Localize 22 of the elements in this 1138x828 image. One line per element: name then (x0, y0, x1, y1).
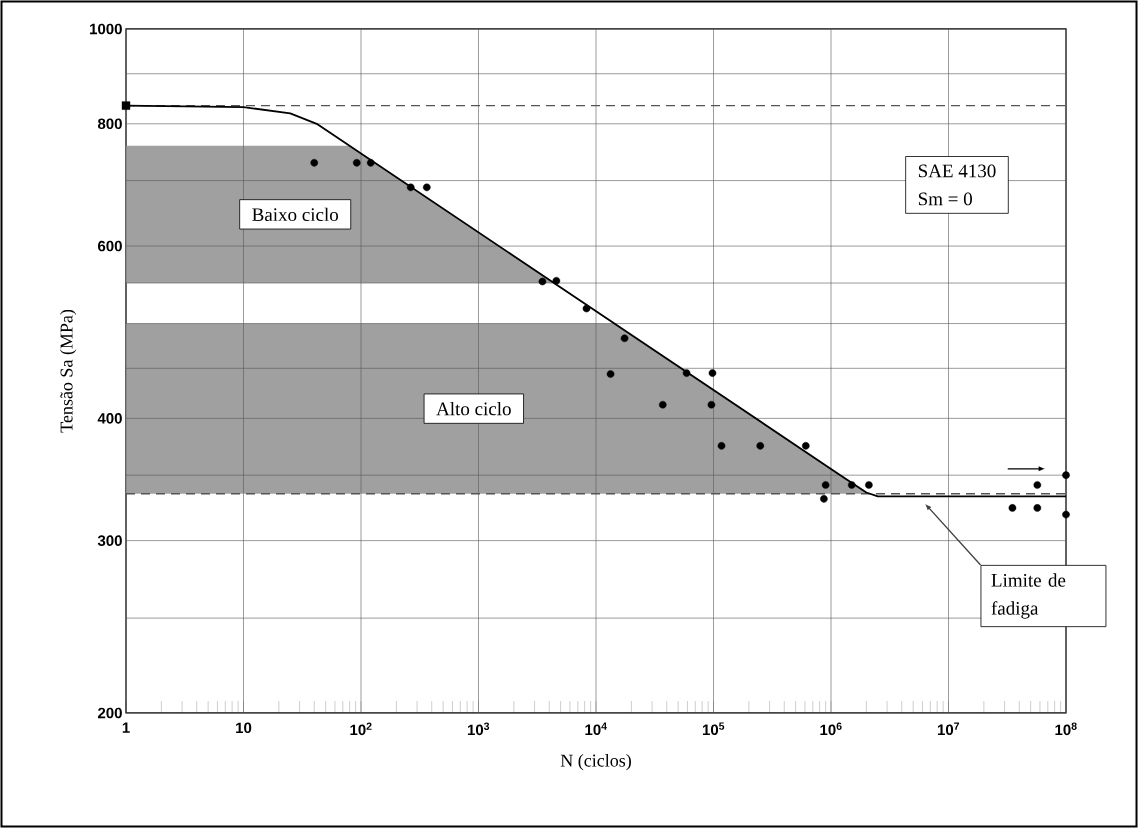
y-axis-title: Tensão Sa (MPa) (59, 309, 77, 433)
x-tick-label: 10 (236, 722, 252, 734)
annotation: SAE 4130 (918, 164, 996, 178)
x-tick-label: 10$^{3}$ (467, 722, 490, 736)
x-tick-label: 10$^{5}$ (702, 722, 725, 736)
y-tick-label: 300 (97, 535, 122, 546)
x-tick-label: 10$^{4}$ (585, 722, 607, 736)
x-tick-label: 10$^{7}$ (937, 722, 960, 736)
x-tick-label: 10$^{6}$ (820, 722, 842, 736)
y-tick-label: 600 (98, 240, 122, 252)
band-label: Alto ciclo (436, 401, 511, 416)
band-label: Baixo ciclo (252, 207, 339, 222)
y-tick-label: 200 (97, 707, 122, 719)
y-tick-label: 800 (97, 118, 122, 130)
y-tick-label: 1000 (90, 23, 122, 35)
x-tick-label: 1 (122, 722, 130, 733)
annotation: Sm = 0 (918, 192, 972, 206)
annotation: Limite de fadiga (991, 573, 1066, 619)
y-tick-label: 400 (97, 413, 122, 424)
x-axis-title: N (ciclos) (560, 754, 631, 771)
x-tick-label: 10$^{8}$ (1055, 722, 1077, 736)
x-tick-label: 10$^{2}$ (350, 722, 372, 736)
